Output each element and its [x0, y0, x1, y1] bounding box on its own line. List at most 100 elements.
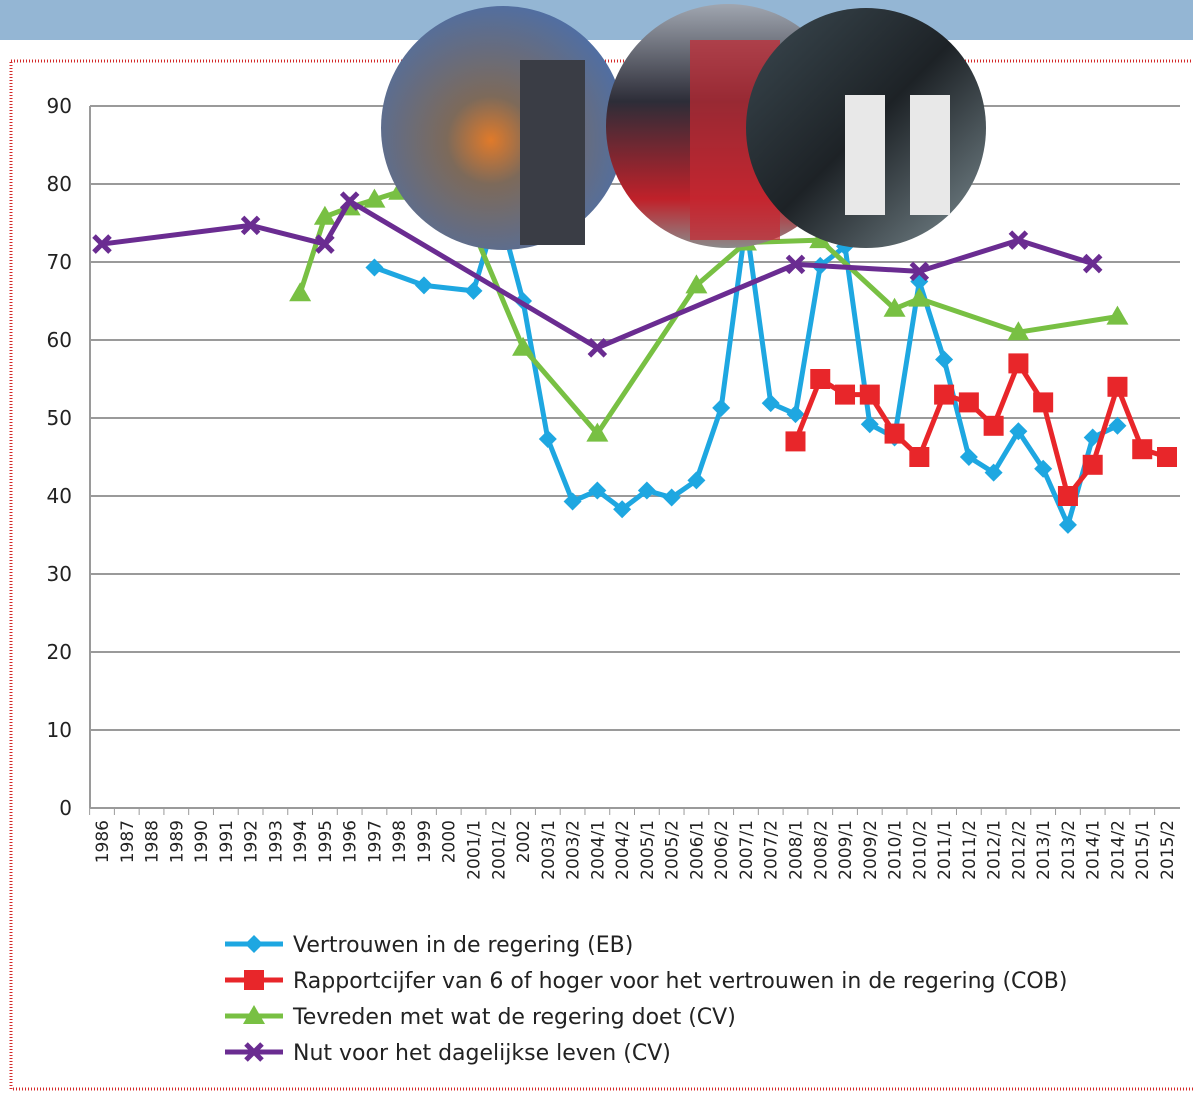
marker — [613, 500, 632, 519]
marker — [909, 261, 930, 282]
marker — [883, 297, 906, 317]
marker — [289, 282, 312, 302]
marker — [339, 191, 360, 211]
marker — [1033, 392, 1054, 413]
x-tick-label: 2001/1 — [465, 820, 485, 880]
marker — [1008, 353, 1029, 374]
x-tick-label: 2003/2 — [564, 820, 584, 880]
marker — [1083, 428, 1102, 447]
marker — [909, 447, 930, 467]
y-tick-label: 50 — [47, 406, 72, 430]
marker — [712, 398, 731, 417]
x-tick-label: 1995 — [316, 820, 336, 863]
marker — [414, 276, 433, 295]
x-tick-label: 2013/1 — [1034, 820, 1054, 880]
marker — [1106, 305, 1129, 325]
marker — [859, 384, 880, 405]
marker — [365, 258, 384, 277]
marker — [240, 215, 261, 236]
x-tick-label: 1992 — [242, 820, 262, 863]
marker — [1082, 454, 1103, 475]
y-tick-label: 60 — [47, 328, 72, 352]
marker — [786, 405, 805, 424]
photo — [381, 6, 625, 250]
x-tick-label: 1986 — [93, 820, 113, 863]
x-tick-label: 1999 — [415, 820, 435, 863]
series-line — [793, 360, 1168, 499]
x-tick-label: 2007/1 — [737, 820, 757, 880]
marker — [563, 492, 582, 511]
x-tick-label: 1991 — [217, 820, 237, 863]
marker — [1034, 459, 1053, 478]
x-tick-label: 2012/2 — [1009, 820, 1029, 880]
marker — [1108, 416, 1127, 435]
x-tick-label: 2013/2 — [1059, 820, 1079, 880]
x-tick-label: 1993 — [266, 820, 286, 863]
legend-label: Tevreden met wat de regering doet (CV) — [292, 1005, 736, 1030]
marker — [810, 369, 831, 389]
x-tick-label: 2005/2 — [663, 820, 683, 880]
x-tick-label: 2000 — [440, 820, 460, 863]
marker — [662, 488, 681, 507]
x-tick-label: 1989 — [167, 820, 187, 863]
marker — [637, 481, 656, 500]
marker — [761, 394, 780, 413]
y-tick-label: 70 — [47, 250, 72, 274]
x-tick-label: 2010/1 — [886, 820, 906, 880]
marker — [512, 336, 535, 356]
marker — [860, 415, 879, 434]
y-tick-label: 40 — [47, 484, 72, 508]
x-tick-label: 2011/2 — [960, 820, 980, 880]
x-tick-label: 1990 — [192, 820, 212, 863]
x-tick-label: 1987 — [118, 820, 138, 863]
marker — [586, 422, 609, 442]
marker — [959, 448, 978, 466]
x-tick-label: 1988 — [143, 820, 163, 863]
x-tick-label: 2014/1 — [1084, 820, 1104, 880]
marker — [243, 1005, 265, 1024]
photo-detail — [520, 60, 585, 245]
marker — [1157, 447, 1177, 467]
legend-label: Nut voor het dagelijkse leven (CV) — [293, 1041, 671, 1066]
x-tick-label: 2004/2 — [613, 820, 633, 880]
y-tick-label: 20 — [47, 640, 72, 664]
y-tick-label: 0 — [59, 796, 72, 820]
marker — [884, 423, 905, 444]
x-tick-label: 1996 — [341, 820, 361, 863]
marker — [245, 935, 263, 953]
photo-detail — [910, 95, 950, 215]
marker — [244, 970, 264, 990]
x-tick-label: 2004/1 — [588, 820, 608, 880]
legend-label: Vertrouwen in de regering (EB) — [293, 933, 633, 958]
x-tick-label: 2009/1 — [836, 820, 856, 880]
x-tick-label: 2006/1 — [687, 820, 707, 880]
x-tick-label: 1998 — [390, 820, 410, 863]
marker — [1082, 253, 1103, 274]
marker — [785, 431, 806, 452]
marker — [1007, 321, 1030, 341]
x-tick-label: 1997 — [365, 820, 385, 863]
marker — [1057, 486, 1078, 506]
marker — [935, 350, 954, 369]
x-tick-label: 2011/1 — [935, 820, 955, 880]
marker — [313, 205, 336, 225]
marker — [1008, 230, 1029, 250]
marker — [538, 430, 557, 449]
marker — [92, 234, 112, 254]
marker — [785, 254, 806, 275]
x-tick-label: 2008/1 — [786, 820, 806, 880]
marker — [464, 281, 483, 300]
frame — [9, 59, 1193, 1091]
x-tick-label: 2015/2 — [1158, 820, 1178, 880]
marker — [984, 463, 1003, 482]
marker — [934, 384, 955, 405]
x-tick-label: 2007/2 — [762, 820, 782, 880]
y-tick-label: 10 — [47, 718, 72, 742]
marker — [363, 188, 386, 208]
x-tick-label: 2005/1 — [638, 820, 658, 880]
x-tick-label: 2002 — [514, 820, 534, 863]
y-tick-label: 90 — [47, 94, 72, 118]
x-tick-label: 2006/2 — [712, 820, 732, 880]
marker — [835, 384, 856, 405]
